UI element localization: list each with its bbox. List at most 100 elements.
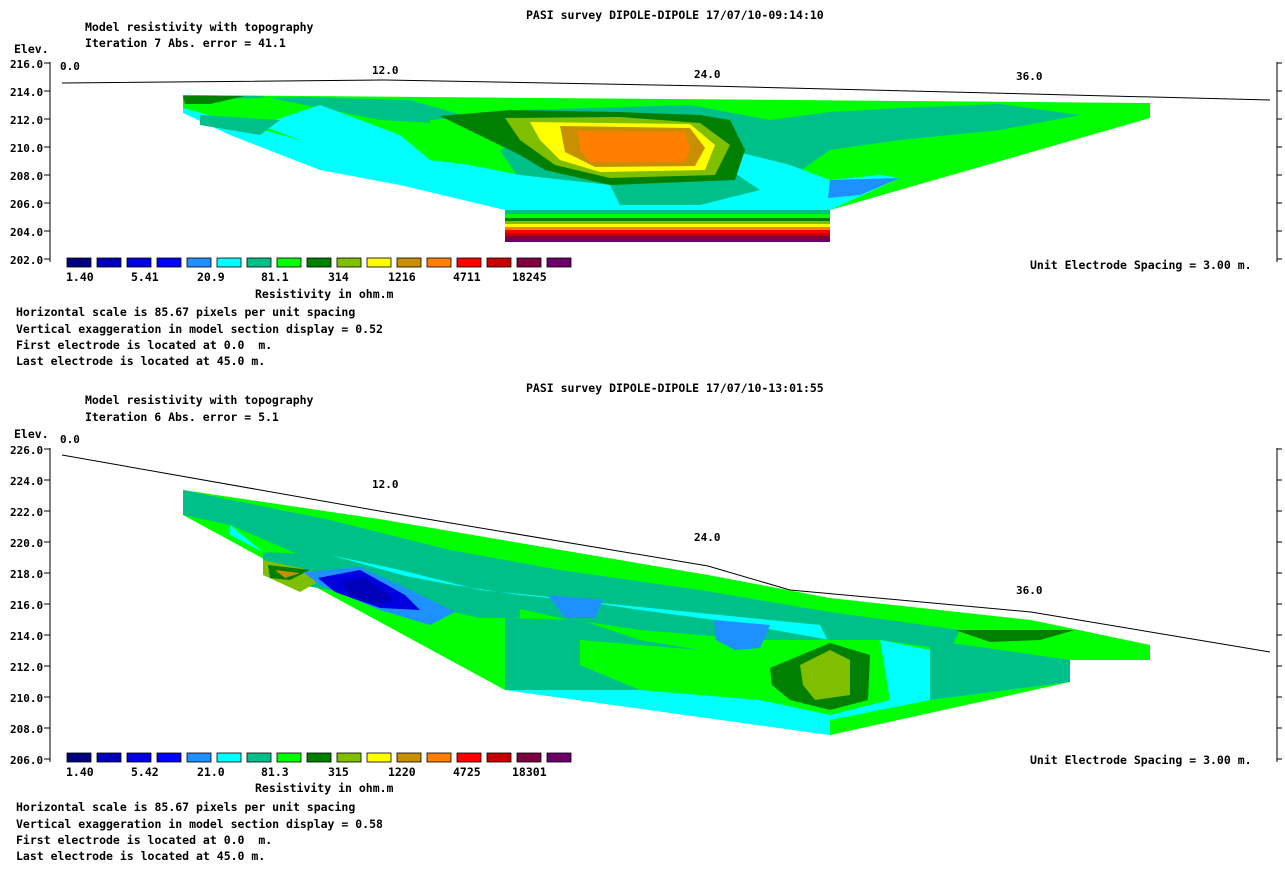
legend-swatch xyxy=(306,752,332,763)
legend-swatch xyxy=(156,257,182,268)
legend-value: 4725 xyxy=(453,765,481,779)
legend-swatch xyxy=(486,752,512,763)
legend-value: 315 xyxy=(328,765,349,779)
topography-line-1 xyxy=(61,79,1271,101)
legend-value: 5.42 xyxy=(131,765,159,779)
info-line: First electrode is located at 0.0 m. xyxy=(16,338,273,352)
y-tick-label: 220.0 xyxy=(10,537,44,550)
legend-swatch xyxy=(456,257,482,268)
legend-value: 5.41 xyxy=(131,270,159,284)
y-tick-label: 224.0 xyxy=(10,475,44,488)
info-line: Vertical exaggeration in model section d… xyxy=(16,322,383,336)
legend-swatch xyxy=(216,752,242,763)
legend-swatch xyxy=(516,257,542,268)
elev-label-2: Elev. xyxy=(14,427,49,441)
y-tick-label: 210.0 xyxy=(10,142,44,155)
legend-value: 314 xyxy=(328,270,349,284)
y-tick-label: 208.0 xyxy=(10,170,44,183)
y-tick-label: 216.0 xyxy=(10,599,44,612)
legend-title-2: Resistivity in ohm.m xyxy=(255,781,394,795)
info-line: First electrode is located at 0.0 m. xyxy=(16,833,273,847)
legend-swatch xyxy=(246,752,272,763)
legend-swatch xyxy=(156,752,182,763)
legend-swatch xyxy=(546,257,572,268)
legend-swatch xyxy=(186,752,212,763)
axes-1 xyxy=(44,62,1282,262)
legend-value: 18245 xyxy=(512,270,547,284)
legend-swatch xyxy=(396,752,422,763)
legend-title-1: Resistivity in ohm.m xyxy=(255,287,394,301)
electrode-spacing-2: Unit Electrode Spacing = 3.00 m. xyxy=(1030,753,1252,767)
legend-swatch xyxy=(366,752,392,763)
legend-swatch xyxy=(336,752,362,763)
info-line: Horizontal scale is 85.67 pixels per uni… xyxy=(16,305,356,319)
survey-title-2: PASI survey DIPOLE-DIPOLE 17/07/10-13:01… xyxy=(526,381,824,395)
legend-swatch xyxy=(306,257,332,268)
legend-value: 81.1 xyxy=(261,270,289,284)
y-tick-label: 210.0 xyxy=(10,692,44,705)
y-tick-label: 204.0 xyxy=(10,226,44,239)
topography-line-2 xyxy=(61,454,1271,653)
legend-swatch xyxy=(216,257,242,268)
legend-value: 20.9 xyxy=(197,270,225,284)
y-tick-label: 206.0 xyxy=(10,754,44,767)
legend-swatch xyxy=(126,752,152,763)
legend-value: 18301 xyxy=(512,765,547,779)
legend-value: 1.40 xyxy=(66,765,94,779)
legend-swatch xyxy=(126,257,152,268)
x-tick-label: 24.0 xyxy=(694,68,721,81)
y-tick-label: 222.0 xyxy=(10,506,44,519)
x-tick-label: 12.0 xyxy=(372,64,399,77)
model-title-2: Model resistivity with topography xyxy=(85,393,314,407)
y-tick-label: 216.0 xyxy=(10,58,44,71)
legend-value: 1.40 xyxy=(66,270,94,284)
axes-2 xyxy=(44,448,1282,762)
contour-section-2 xyxy=(183,490,1150,735)
info-line: Horizontal scale is 85.67 pixels per uni… xyxy=(16,800,356,814)
x-tick-label: 24.0 xyxy=(694,531,721,544)
x-tick-label: 0.0 xyxy=(60,60,80,73)
x-tick-label: 0.0 xyxy=(60,433,80,446)
elev-label-1: Elev. xyxy=(14,42,49,56)
survey-title-1: PASI survey DIPOLE-DIPOLE 17/07/10-09:14… xyxy=(526,8,824,22)
legend-swatch xyxy=(66,752,92,763)
x-tick-label: 36.0 xyxy=(1016,70,1043,83)
x-tick-label: 12.0 xyxy=(372,478,399,491)
y-tick-label: 218.0 xyxy=(10,568,44,581)
y-tick-label: 214.0 xyxy=(10,86,44,99)
legend-value: 81.3 xyxy=(261,765,289,779)
iteration-text-1: Iteration 7 Abs. error = 41.1 xyxy=(85,36,286,50)
legend-value: 1220 xyxy=(388,765,416,779)
info-line: Last electrode is located at 45.0 m. xyxy=(16,849,266,863)
legend-swatch xyxy=(516,752,542,763)
legend-swatch xyxy=(426,752,452,763)
legend-swatch xyxy=(186,257,212,268)
legend-swatch xyxy=(66,257,92,268)
legend-swatch xyxy=(426,257,452,268)
color-legend-2 xyxy=(66,752,572,763)
y-tick-label: 226.0 xyxy=(10,444,44,457)
iteration-text-2: Iteration 6 Abs. error = 5.1 xyxy=(85,410,279,424)
contour-section-1 xyxy=(183,95,1150,242)
y-tick-label: 208.0 xyxy=(10,723,44,736)
legend-swatch xyxy=(96,752,122,763)
legend-swatch xyxy=(366,257,392,268)
y-tick-label: 206.0 xyxy=(10,198,44,211)
legend-swatch xyxy=(276,752,302,763)
y-tick-label: 212.0 xyxy=(10,114,44,127)
x-tick-label: 36.0 xyxy=(1016,584,1043,597)
legend-swatch xyxy=(246,257,272,268)
electrode-spacing-1: Unit Electrode Spacing = 3.00 m. xyxy=(1030,258,1252,272)
legend-swatch xyxy=(336,257,362,268)
legend-swatch xyxy=(486,257,512,268)
legend-swatch xyxy=(96,257,122,268)
legend-swatch xyxy=(456,752,482,763)
y-tick-label: 212.0 xyxy=(10,661,44,674)
legend-swatch xyxy=(276,257,302,268)
legend-value: 21.0 xyxy=(197,765,225,779)
legend-swatch xyxy=(396,257,422,268)
model-title-1: Model resistivity with topography xyxy=(85,20,314,34)
color-legend-1 xyxy=(66,257,572,268)
info-line: Vertical exaggeration in model section d… xyxy=(16,817,383,831)
